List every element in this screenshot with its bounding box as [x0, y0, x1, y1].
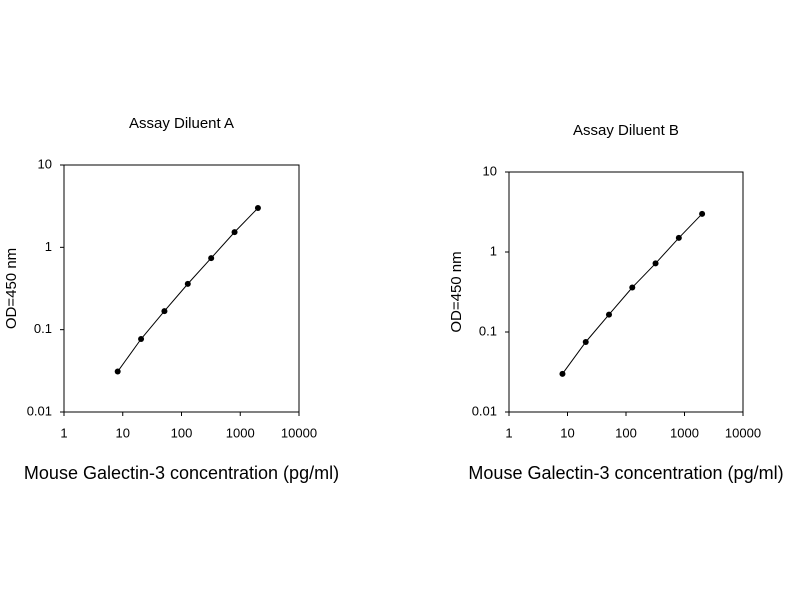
data-point [629, 284, 636, 291]
data-point [231, 229, 238, 236]
data-point [675, 234, 682, 241]
y-tick-label: 10 [38, 156, 52, 171]
y-tick-label: 1 [490, 243, 497, 258]
y-tick-label: 1 [45, 239, 52, 254]
data-point [652, 260, 659, 267]
x-tick-label: 10 [116, 425, 130, 440]
x-tick-label: 1 [60, 425, 67, 440]
data-point [582, 338, 589, 345]
data-point [138, 336, 145, 343]
data-point [559, 370, 566, 377]
y-tick-label: 0.1 [34, 321, 52, 336]
x-tick-label: 10 [560, 425, 574, 440]
plot-frame [63, 164, 300, 413]
x-tick-label: 1000 [670, 425, 699, 440]
x-tick-label: 1 [505, 425, 512, 440]
data-point [605, 311, 612, 318]
data-point [254, 205, 261, 212]
x-tick-label: 10000 [725, 425, 761, 440]
x-tick-label: 100 [615, 425, 637, 440]
x-axis-label: Mouse Galectin-3 concentration (pg/ml) [24, 463, 339, 483]
y-tick-label: 10 [483, 163, 497, 178]
chart-title: Assay Diluent A [129, 115, 234, 132]
y-tick-label: 0.01 [27, 403, 52, 418]
y-axis-label: OD=450 nm [3, 248, 20, 329]
plot-frame [508, 171, 744, 413]
chart-title: Assay Diluent B [573, 122, 679, 139]
data-point [184, 280, 191, 287]
y-axis-label: OD=450 nm [448, 251, 465, 332]
data-point [114, 368, 121, 375]
data-point [208, 255, 215, 262]
y-tick-label: 0.1 [479, 323, 497, 338]
data-point [699, 210, 706, 217]
x-tick-label: 10000 [281, 425, 317, 440]
data-point [161, 308, 168, 315]
x-tick-label: 100 [171, 425, 193, 440]
x-tick-label: 1000 [226, 425, 255, 440]
y-tick-label: 0.01 [472, 403, 497, 418]
x-axis-label: Mouse Galectin-3 concentration (pg/ml) [468, 463, 783, 483]
